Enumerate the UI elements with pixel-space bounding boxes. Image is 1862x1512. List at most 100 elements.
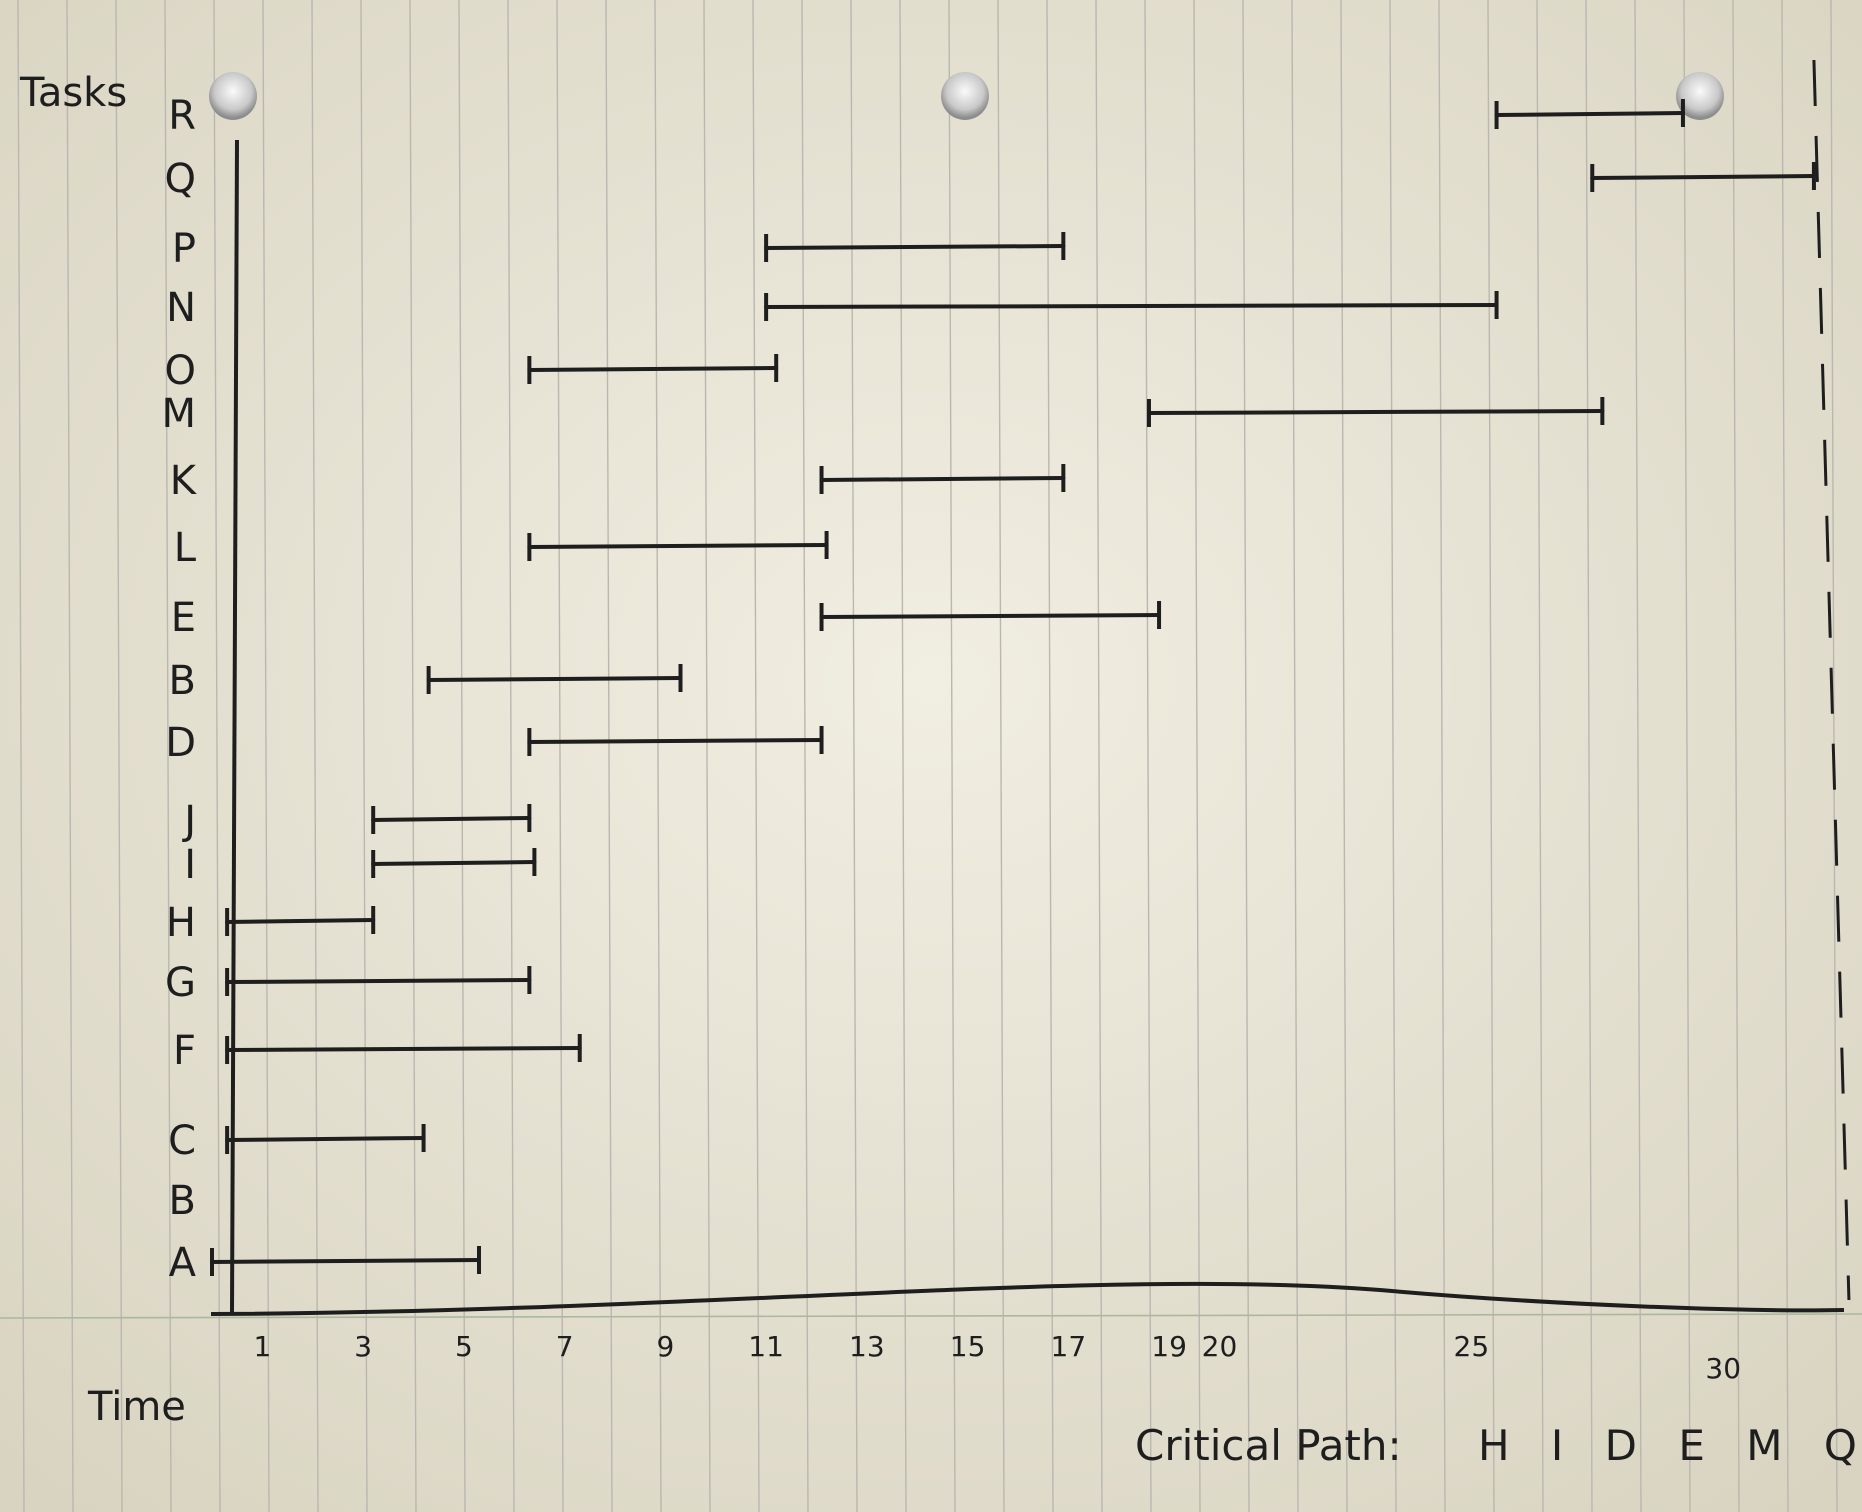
task-label: I (184, 842, 196, 888)
task-label: K (170, 458, 198, 504)
ruled-line (164, 0, 172, 1512)
ruled-line (997, 0, 1005, 1512)
task-label: D (165, 720, 196, 766)
task-bar (527, 738, 824, 744)
task-label: N (166, 285, 196, 331)
x-tick-label: 15 (950, 1330, 986, 1363)
task-bar (210, 1258, 481, 1264)
task-bar (371, 860, 537, 866)
x-axis-title: Time (87, 1384, 186, 1430)
task-bar (225, 1136, 426, 1142)
x-tick-label: 19 (1151, 1330, 1187, 1363)
critical-path-label: Critical Path: (1135, 1421, 1402, 1470)
y-axis-line (230, 139, 239, 1313)
task-label: F (173, 1028, 196, 1074)
task-bar (819, 476, 1066, 482)
margin-line (0, 1313, 1862, 1319)
ruled-line (1340, 0, 1348, 1512)
x-tick-label: 13 (849, 1330, 885, 1363)
ruled-line (1585, 0, 1593, 1512)
ruled-line (66, 0, 74, 1512)
x-tick-label: 5 (455, 1330, 473, 1363)
ruled-line (556, 0, 564, 1512)
ruled-line (17, 0, 25, 1512)
ruled-line (1536, 0, 1544, 1512)
project-end-dashed-line (1812, 59, 1851, 1301)
ruled-line (1046, 0, 1054, 1512)
critical-path-annotation: Critical Path: H I D E M Q (1135, 1421, 1862, 1470)
x-tick-label: 25 (1454, 1330, 1490, 1363)
x-tick-label: 17 (1051, 1330, 1087, 1363)
ruled-line (1634, 0, 1642, 1512)
binder-hole-center (941, 72, 989, 120)
task-bar (1146, 409, 1605, 415)
task-label: G (165, 960, 196, 1006)
task-bar (1590, 174, 1816, 180)
ruled-line (1683, 0, 1691, 1512)
task-label: A (169, 1240, 197, 1286)
task-label: H (166, 900, 196, 946)
task-label: B (169, 658, 196, 704)
x-tick-label: 20 (1202, 1330, 1238, 1363)
task-label: C (168, 1118, 196, 1164)
ruled-line (703, 0, 711, 1512)
task-bar (764, 244, 1066, 250)
ruled-line (1438, 0, 1446, 1512)
task-label: E (171, 595, 196, 641)
task-bar (371, 816, 532, 822)
task-bar (225, 1046, 582, 1052)
task-bar (225, 978, 532, 984)
task-bars (210, 99, 1816, 1276)
x-tick-label: 1 (253, 1330, 271, 1363)
task-bar (527, 366, 779, 372)
task-label: J (181, 798, 196, 844)
x-tick-label: 9 (656, 1330, 674, 1363)
binder-hole-left (209, 72, 257, 120)
ruled-line (115, 0, 123, 1512)
task-label: L (174, 525, 197, 571)
ruled-line (1095, 0, 1103, 1512)
task-bar (1494, 111, 1685, 117)
x-tick-label: 30 (1705, 1352, 1741, 1385)
task-label: P (172, 226, 196, 272)
binder-hole-right (1676, 72, 1724, 120)
ruled-line (1193, 0, 1201, 1512)
ruled-line (654, 0, 662, 1512)
task-bar (225, 918, 376, 924)
x-axis-line (210, 1281, 1845, 1316)
x-tick-label: 11 (748, 1330, 784, 1363)
x-tick-label: 7 (556, 1330, 574, 1363)
task-label: Q (165, 156, 196, 202)
task-bar (819, 613, 1162, 619)
y-axis-title: Tasks (19, 70, 127, 116)
ruled-line (1389, 0, 1397, 1512)
ruled-line (1242, 0, 1250, 1512)
ruled-line (948, 0, 956, 1512)
ruled-line (752, 0, 760, 1512)
task-bar (426, 676, 683, 682)
task-bar (764, 303, 1499, 309)
ruled-line (1487, 0, 1495, 1512)
task-label: O (165, 348, 196, 394)
chart-axes (210, 59, 1851, 1316)
task-bar (527, 543, 829, 549)
critical-path-sequence: H I D E M Q (1478, 1421, 1862, 1470)
ruled-line (1291, 0, 1299, 1512)
ruled-line (1732, 0, 1740, 1512)
ruled-line (1144, 0, 1152, 1512)
task-label: R (168, 93, 196, 139)
ruled-line (899, 0, 907, 1512)
ruled-line (605, 0, 613, 1512)
ruled-line (801, 0, 809, 1512)
task-label: B (169, 1178, 196, 1224)
x-tick-label: 3 (354, 1330, 372, 1363)
ruled-line (507, 0, 515, 1512)
ruled-line (850, 0, 858, 1512)
task-label: M (161, 391, 196, 437)
ruled-line (1781, 0, 1789, 1512)
